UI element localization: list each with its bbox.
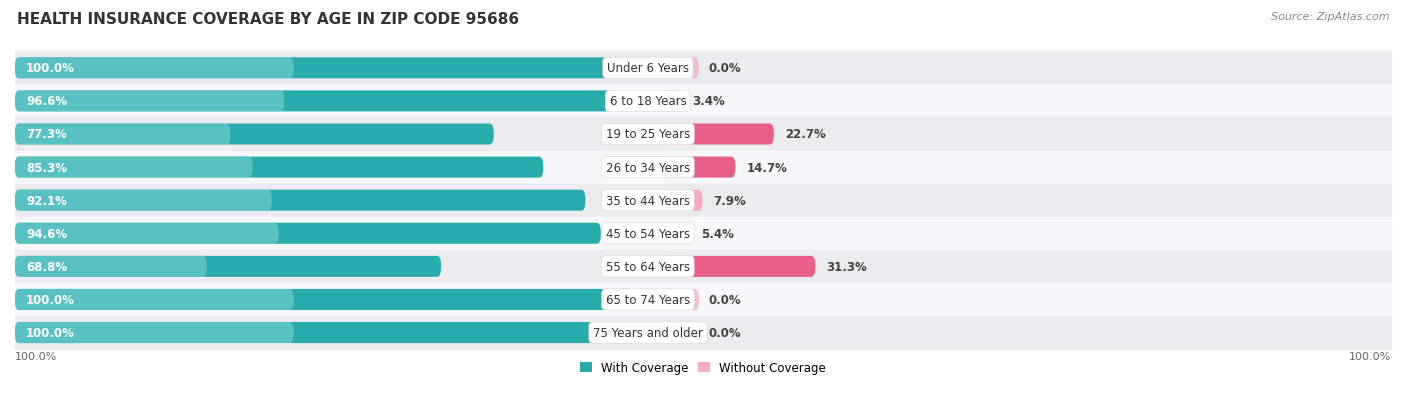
Text: 68.8%: 68.8%: [25, 260, 67, 273]
FancyBboxPatch shape: [15, 157, 253, 178]
Text: 45 to 54 Years: 45 to 54 Years: [606, 227, 690, 240]
Legend: With Coverage, Without Coverage: With Coverage, Without Coverage: [575, 356, 831, 379]
Bar: [15, 316, 1391, 349]
Text: 96.6%: 96.6%: [25, 95, 67, 108]
FancyBboxPatch shape: [15, 58, 294, 79]
FancyBboxPatch shape: [15, 190, 585, 211]
Text: 75 Years and older: 75 Years and older: [593, 326, 703, 339]
FancyBboxPatch shape: [15, 190, 271, 211]
Text: 85.3%: 85.3%: [25, 161, 67, 174]
FancyBboxPatch shape: [15, 58, 634, 79]
Text: 26 to 34 Years: 26 to 34 Years: [606, 161, 690, 174]
FancyBboxPatch shape: [15, 124, 494, 145]
Text: 3.4%: 3.4%: [692, 95, 724, 108]
FancyBboxPatch shape: [665, 256, 815, 277]
Text: 92.1%: 92.1%: [25, 194, 67, 207]
Text: 100.0%: 100.0%: [25, 326, 75, 339]
Bar: [15, 85, 1391, 118]
Text: 100.0%: 100.0%: [1348, 351, 1391, 361]
FancyBboxPatch shape: [665, 124, 773, 145]
FancyBboxPatch shape: [15, 91, 284, 112]
Text: 100.0%: 100.0%: [25, 293, 75, 306]
Bar: [15, 250, 1391, 283]
FancyBboxPatch shape: [15, 256, 441, 277]
Text: Under 6 Years: Under 6 Years: [607, 62, 689, 75]
FancyBboxPatch shape: [15, 91, 613, 112]
FancyBboxPatch shape: [665, 58, 699, 79]
Bar: [15, 118, 1391, 151]
FancyBboxPatch shape: [665, 223, 690, 244]
Text: 94.6%: 94.6%: [25, 227, 67, 240]
Text: Source: ZipAtlas.com: Source: ZipAtlas.com: [1271, 12, 1389, 22]
Text: 100.0%: 100.0%: [15, 351, 58, 361]
FancyBboxPatch shape: [15, 256, 207, 277]
Text: 7.9%: 7.9%: [713, 194, 747, 207]
Bar: [15, 283, 1391, 316]
FancyBboxPatch shape: [15, 322, 294, 343]
Text: 0.0%: 0.0%: [709, 293, 741, 306]
FancyBboxPatch shape: [15, 157, 543, 178]
FancyBboxPatch shape: [665, 190, 703, 211]
FancyBboxPatch shape: [15, 289, 634, 310]
FancyBboxPatch shape: [665, 322, 699, 343]
Text: 19 to 25 Years: 19 to 25 Years: [606, 128, 690, 141]
Bar: [15, 151, 1391, 184]
FancyBboxPatch shape: [15, 223, 278, 244]
Text: 55 to 64 Years: 55 to 64 Years: [606, 260, 690, 273]
Text: HEALTH INSURANCE COVERAGE BY AGE IN ZIP CODE 95686: HEALTH INSURANCE COVERAGE BY AGE IN ZIP …: [17, 12, 519, 27]
Text: 100.0%: 100.0%: [25, 62, 75, 75]
FancyBboxPatch shape: [15, 124, 231, 145]
Text: 65 to 74 Years: 65 to 74 Years: [606, 293, 690, 306]
Text: 35 to 44 Years: 35 to 44 Years: [606, 194, 690, 207]
Bar: [15, 52, 1391, 85]
Text: 77.3%: 77.3%: [25, 128, 66, 141]
FancyBboxPatch shape: [665, 157, 735, 178]
Bar: [15, 184, 1391, 217]
FancyBboxPatch shape: [15, 289, 294, 310]
Bar: [15, 217, 1391, 250]
Text: 6 to 18 Years: 6 to 18 Years: [610, 95, 686, 108]
FancyBboxPatch shape: [15, 322, 634, 343]
Text: 14.7%: 14.7%: [747, 161, 787, 174]
Text: 5.4%: 5.4%: [702, 227, 734, 240]
FancyBboxPatch shape: [15, 223, 600, 244]
Text: 31.3%: 31.3%: [827, 260, 868, 273]
FancyBboxPatch shape: [665, 289, 699, 310]
Text: 0.0%: 0.0%: [709, 326, 741, 339]
Text: 22.7%: 22.7%: [785, 128, 825, 141]
Text: 0.0%: 0.0%: [709, 62, 741, 75]
FancyBboxPatch shape: [665, 91, 681, 112]
